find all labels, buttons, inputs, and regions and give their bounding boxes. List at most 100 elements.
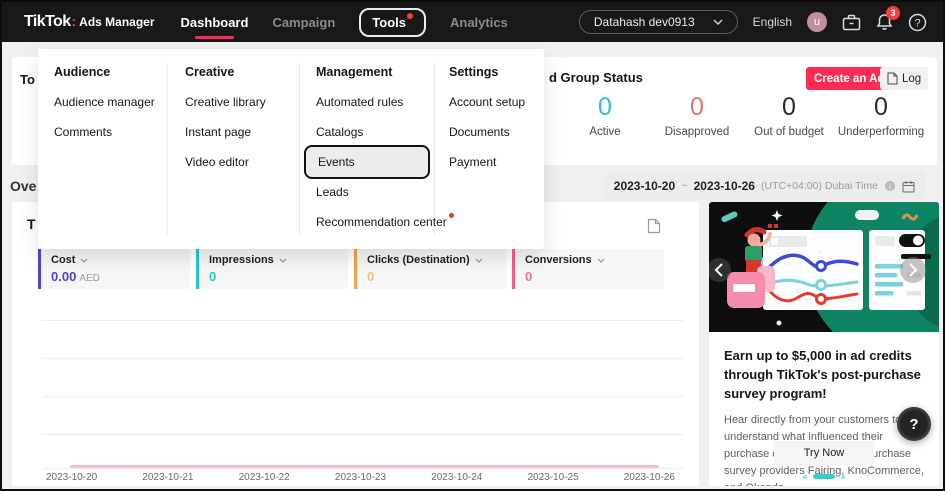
- blue-line: [767, 253, 859, 270]
- menu-item-documents[interactable]: Documents: [449, 125, 510, 139]
- stat-underperforming-value: 0: [874, 93, 888, 121]
- tools-notification-dot: [406, 12, 413, 19]
- metric-selectors: Cost 0.00 AED Impressions 0 Clicks (Desti…: [38, 249, 664, 289]
- log-button[interactable]: Log: [880, 67, 929, 90]
- help-button[interactable]: ?: [908, 13, 927, 32]
- x-tick: 2023-10-20: [46, 472, 98, 483]
- date-range-picker[interactable]: 2023-10-20 ~ 2023-10-26 (UTC+04:00) Duba…: [603, 173, 925, 199]
- calendar-icon[interactable]: [902, 180, 915, 193]
- account-selector[interactable]: Datahash dev0913: [578, 10, 738, 34]
- menu-item-account-setup[interactable]: Account setup: [449, 95, 526, 109]
- gridline: [42, 320, 683, 321]
- chevron-down-icon: [597, 258, 604, 263]
- stat-underperforming: 0 Underperforming: [835, 93, 927, 138]
- date-separator: ~: [681, 180, 688, 192]
- menu-item-leads[interactable]: Leads: [316, 185, 349, 199]
- menu-item-comments[interactable]: Comments: [54, 125, 113, 139]
- orange-squiggle: [901, 213, 919, 221]
- sparkle: [771, 210, 783, 221]
- x-axis-line: [42, 468, 683, 469]
- tiktok-logo[interactable]: TikTok : Ads Manager: [24, 13, 155, 31]
- document-icon: [887, 72, 898, 85]
- chevron-left-icon: [714, 263, 723, 277]
- help-fab-button[interactable]: ?: [897, 407, 931, 441]
- carousel-prev-button[interactable]: [709, 258, 731, 282]
- gridline: [42, 434, 683, 435]
- clipped-left-title: To: [20, 72, 35, 87]
- nav-item-campaign[interactable]: Campaign: [272, 14, 336, 30]
- gridline: [42, 396, 683, 397]
- menu-column-management: Management Automated rules Catalogs Even…: [304, 57, 454, 237]
- carousel-next-button[interactable]: [900, 257, 926, 283]
- promo-illustration: [709, 202, 939, 332]
- notifications-button[interactable]: 3: [876, 6, 900, 31]
- nav-item-dashboard[interactable]: Dashboard: [180, 14, 249, 39]
- nav-item-analytics[interactable]: Analytics: [449, 14, 508, 30]
- menu-item-audience-manager[interactable]: Audience manager: [54, 95, 155, 109]
- promo-body: Hear directly from your customers to und…: [724, 413, 924, 486]
- stat-out-of-budget-label: Out of budget: [754, 126, 824, 138]
- menu-item-payment[interactable]: Payment: [449, 155, 497, 169]
- avatar[interactable]: u: [807, 12, 827, 32]
- date-start: 2023-10-20: [613, 179, 676, 193]
- metric-cost-label: Cost: [51, 254, 76, 266]
- menu-item-catalogs[interactable]: Catalogs: [316, 125, 364, 139]
- tools-dropdown-menu: Audience Audience manager Comments Creat…: [38, 49, 544, 249]
- date-end: 2023-10-26: [693, 179, 755, 193]
- metric-impressions-value: 0: [209, 269, 217, 284]
- mini-line-chart-card: [763, 224, 863, 310]
- timezone-label: (UTC+04:00) Dubai Time: [760, 180, 878, 192]
- overview-heading: Ove: [10, 178, 37, 194]
- account-name: Datahash dev0913: [593, 15, 695, 29]
- menu-item-video-editor[interactable]: Video editor: [185, 155, 249, 169]
- teal-squiggle: [721, 211, 738, 223]
- nav-right: Datahash dev0913 English u 3: [578, 6, 927, 34]
- top-nav: TikTok : Ads Manager Dashboard Campaign …: [2, 2, 943, 42]
- metric-cost-value: 0.00: [51, 269, 77, 284]
- carousel-dot[interactable]: [841, 474, 845, 479]
- business-center-button[interactable]: [842, 14, 861, 31]
- logo-ads-manager: Ads Manager: [79, 15, 155, 29]
- create-an-ad-button[interactable]: Create an Ad: [806, 67, 893, 90]
- carousel-dot-active[interactable]: [813, 474, 835, 479]
- menu-item-instant-page[interactable]: Instant page: [185, 125, 252, 139]
- metric-card-cost[interactable]: Cost 0.00 AED: [38, 249, 190, 289]
- export-report-icon[interactable]: [647, 218, 661, 234]
- menu-item-creative-library[interactable]: Creative library: [185, 95, 266, 109]
- stat-disapproved-value: 0: [690, 93, 704, 121]
- stat-active-label: Active: [589, 126, 621, 138]
- metric-clicks-label: Clicks (Destination): [367, 254, 470, 266]
- language-selector[interactable]: English: [752, 15, 792, 29]
- menu-item-automated-rules[interactable]: Automated rules: [316, 95, 404, 109]
- menu-column-audience: Audience Audience manager Comments: [54, 57, 155, 147]
- nav-item-tools[interactable]: Tools: [359, 7, 426, 37]
- logo-colon: :: [71, 13, 77, 29]
- menu-column-creative: Creative Creative library Instant page V…: [185, 57, 266, 177]
- metric-clicks-value: 0: [367, 269, 375, 284]
- info-icon[interactable]: i: [884, 180, 896, 192]
- metric-conversions-value: 0: [525, 269, 533, 284]
- x-tick: 2023-10-23: [334, 472, 387, 483]
- try-now-button[interactable]: Try Now: [774, 441, 874, 465]
- menu-column-settings: Settings Account setup Documents Payment: [449, 57, 525, 177]
- promo-card: Earn up to $5,000 in ad credits through …: [709, 202, 939, 486]
- metric-card-clicks[interactable]: Clicks (Destination) 0: [354, 249, 506, 289]
- nav-item-tools-label: Tools: [372, 14, 406, 30]
- metric-card-impressions[interactable]: Impressions 0: [196, 249, 348, 289]
- chevron-right-icon: [909, 263, 918, 277]
- menu-item-events[interactable]: Events: [304, 145, 430, 179]
- chevron-down-icon: [81, 258, 88, 263]
- question-circle-icon: ?: [908, 13, 927, 31]
- promo-title: Earn up to $5,000 in ad credits through …: [724, 348, 921, 401]
- carousel-dot[interactable]: [803, 474, 807, 479]
- teal-line: [767, 278, 859, 288]
- menu-item-recommendation-center[interactable]: Recommendation center: [316, 207, 454, 237]
- trend-chart: 2023-10-20 2023-10-21 2023-10-22 2023-10…: [12, 297, 699, 486]
- stat-active: 0 Active: [559, 93, 651, 138]
- x-tick: 2023-10-22: [238, 472, 290, 483]
- x-tick: 2023-10-21: [142, 472, 194, 483]
- recommendation-center-label: Recommendation center: [316, 215, 447, 229]
- metric-card-conversions[interactable]: Conversions 0: [512, 249, 664, 289]
- notification-badge: 3: [886, 6, 900, 20]
